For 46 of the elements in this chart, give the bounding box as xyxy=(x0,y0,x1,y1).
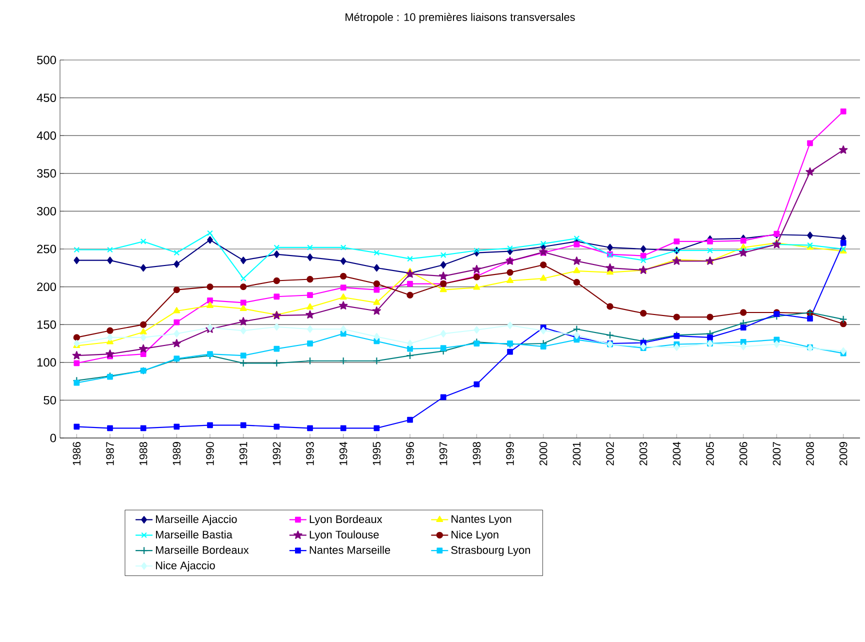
x-tick-label: 2002 xyxy=(606,442,614,466)
x-tick-label: 1988 xyxy=(139,442,148,466)
legend-label: Lyon Toulouse xyxy=(310,530,379,541)
y-tick-label: 0 xyxy=(50,434,56,442)
legend-label: Nantes Lyon xyxy=(452,515,512,526)
x-tick-label: 1991 xyxy=(239,442,248,466)
legend-label: Lyon Bordeaux xyxy=(310,515,382,526)
legend-label: Strasbourg Lyon xyxy=(451,546,530,556)
x-tick-label: 1990 xyxy=(206,442,214,466)
y-tick-label: 350 xyxy=(36,169,56,178)
y-tick-label: 250 xyxy=(37,244,56,254)
legend-label: Nice Lyon xyxy=(452,530,498,541)
x-tick-label: 1999 xyxy=(506,442,514,466)
x-tick-label: 2004 xyxy=(672,442,681,466)
y-tick-label: 150 xyxy=(37,320,56,329)
x-tick-label: 1997 xyxy=(439,442,448,466)
y-tick-label: 300 xyxy=(36,206,56,216)
legend-label: Nice Ajaccio xyxy=(156,561,215,572)
y-tick-label: 100 xyxy=(37,358,56,367)
x-tick-label: 2006 xyxy=(739,442,748,466)
x-tick-label: 1998 xyxy=(472,442,481,466)
legend-label: Marseille Bastia xyxy=(156,530,232,538)
legend-label: Marseille Bordeaux xyxy=(156,546,249,554)
y-tick-label: 200 xyxy=(37,282,56,292)
x-tick-label: 1986 xyxy=(72,442,81,466)
x-tick-label: 2000 xyxy=(539,442,548,466)
legend-label: Nantes Marseille xyxy=(310,546,390,554)
legend-label: Marseille Ajaccio xyxy=(156,515,237,526)
x-tick-label: 1996 xyxy=(406,442,414,466)
x-tick-label: 2005 xyxy=(706,442,714,466)
x-tick-label: 2003 xyxy=(639,442,648,466)
x-tick-label: 2007 xyxy=(772,442,781,466)
x-tick-label: 1992 xyxy=(272,442,281,466)
x-tick-label: 2008 xyxy=(806,442,814,466)
x-tick-label: 1989 xyxy=(172,442,181,466)
x-tick-label: 2001 xyxy=(572,442,581,466)
y-tick-label: 50 xyxy=(44,396,56,404)
x-tick-label: 1993 xyxy=(306,442,314,466)
x-tick-label: 1995 xyxy=(372,442,381,466)
chart-title: Métropole : 10 premières liaisons transversales xyxy=(346,12,575,24)
x-tick-label: 1994 xyxy=(339,442,348,466)
y-tick-label: 500 xyxy=(37,56,56,64)
y-tick-label: 450 xyxy=(36,94,56,102)
x-tick-label: 2009 xyxy=(839,442,848,466)
y-tick-label: 400 xyxy=(36,131,56,140)
x-tick-label: 1987 xyxy=(106,442,114,466)
